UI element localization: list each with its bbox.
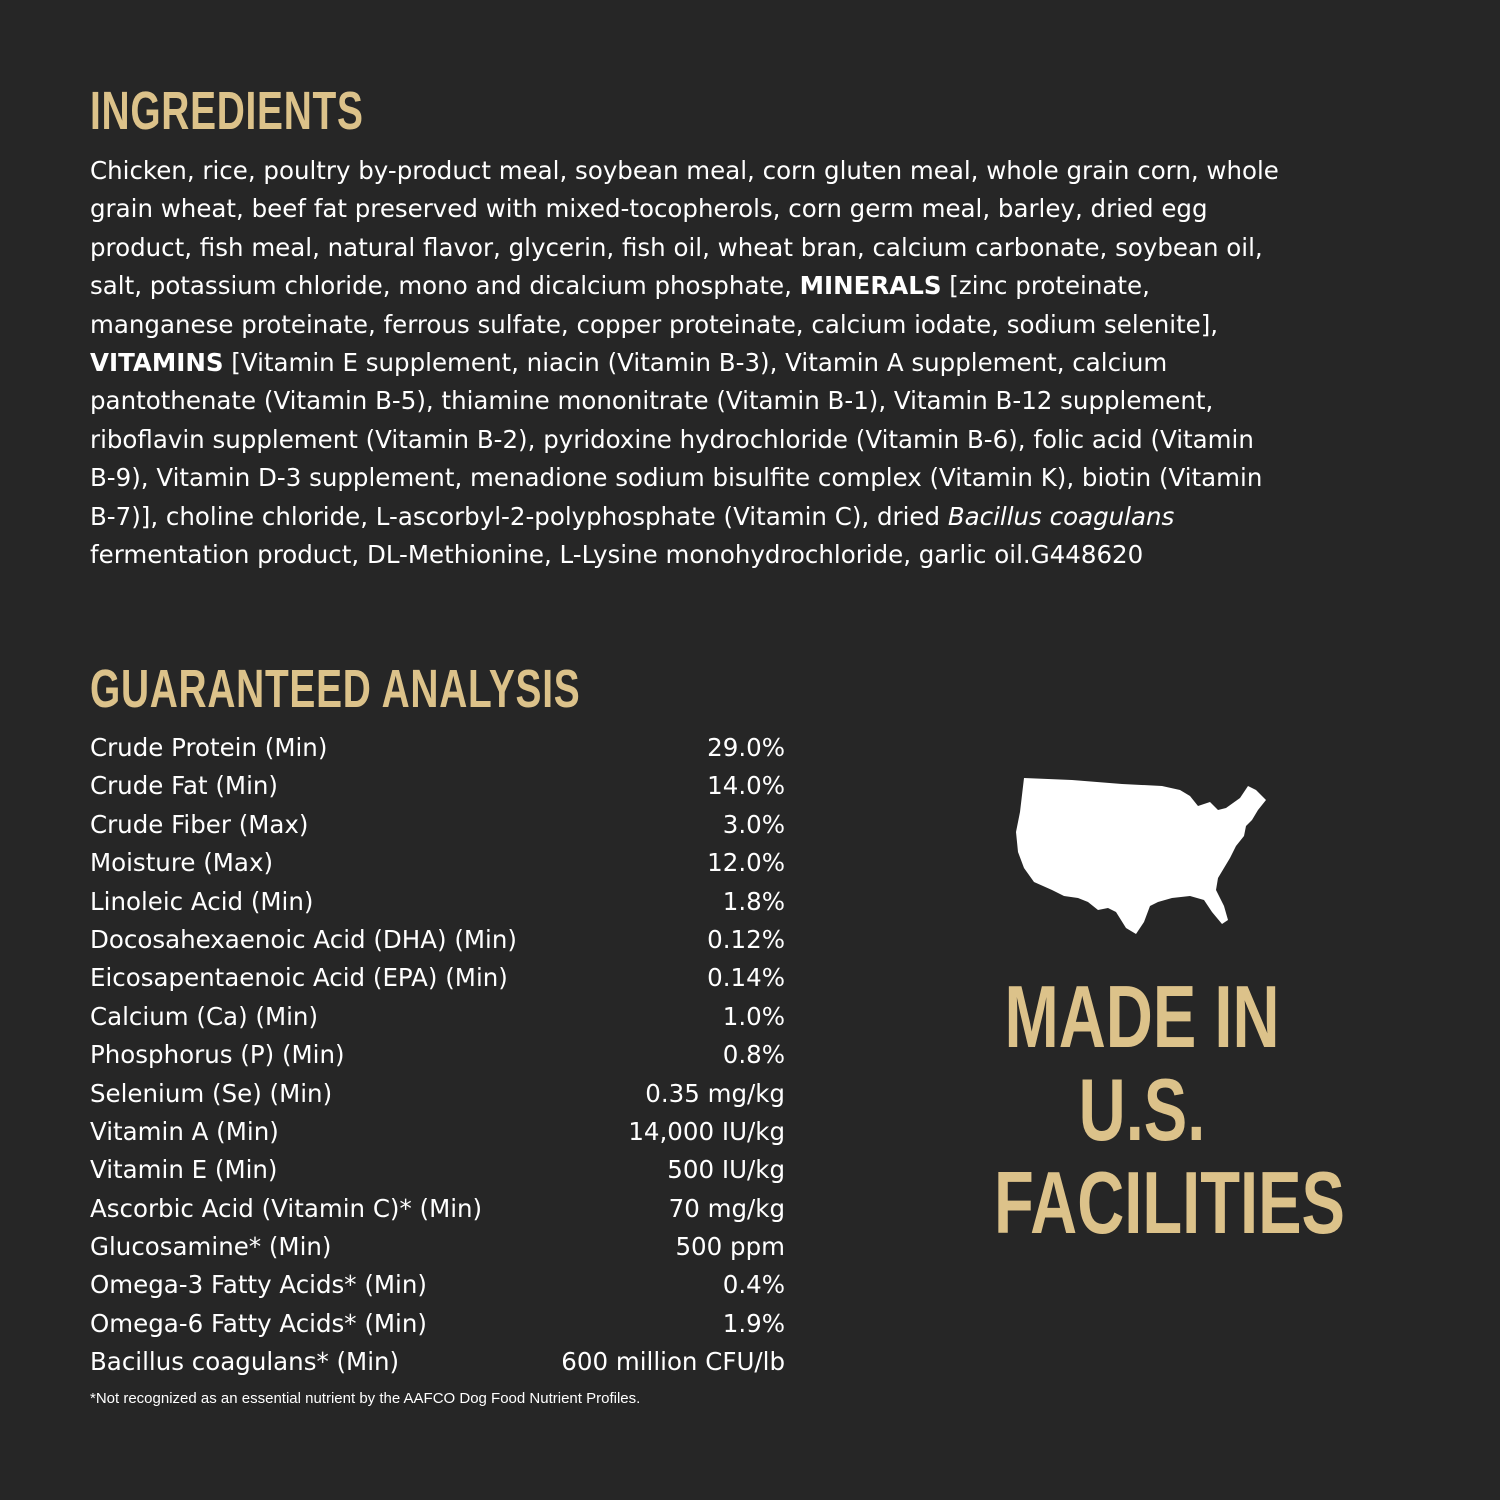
- ingredients-line: product, fish meal, natural flavor, glyc…: [90, 229, 1279, 267]
- nutrient-value: 500 IU/kg: [667, 1155, 785, 1185]
- nutrient-label: Vitamin E (Min): [90, 1155, 278, 1185]
- ingredients-line: B-7)], choline chloride, L-ascorbyl-2-po…: [90, 498, 1279, 536]
- ingredients-segment: Chicken, rice, poultry by-product meal, …: [90, 156, 1279, 185]
- nutrient-value: 14,000 IU/kg: [628, 1116, 785, 1146]
- nutrient-value: 0.35 mg/kg: [645, 1078, 785, 1108]
- nutrient-label: Moisture (Max): [90, 848, 273, 878]
- nutrient-value: 0.8%: [722, 1040, 785, 1070]
- analysis-row: Calcium (Ca) (Min) 1.0%: [90, 998, 785, 1036]
- nutrient-label: Omega-3 Fatty Acids* (Min): [90, 1270, 427, 1300]
- analysis-row: Vitamin A (Min) 14,000 IU/kg: [90, 1113, 785, 1151]
- nutrient-label: Omega-6 Fatty Acids* (Min): [90, 1308, 427, 1338]
- analysis-row: Glucosamine* (Min) 500 ppm: [90, 1228, 785, 1266]
- ingredients-line: VITAMINS [Vitamin E supplement, niacin (…: [90, 344, 1279, 382]
- ingredients-segment: fermentation product, DL-Methionine, L-L…: [90, 540, 1144, 570]
- nutrient-value: 70 mg/kg: [668, 1193, 785, 1223]
- nutrient-label: Calcium (Ca) (Min): [90, 1001, 319, 1031]
- nutrient-value: 1.9%: [722, 1308, 785, 1338]
- ingredients-segment: B-7)], choline chloride, L-ascorbyl-2-po…: [90, 501, 948, 531]
- nutrient-value: 14.0%: [707, 771, 785, 801]
- analysis-row: Omega-3 Fatty Acids* (Min) 0.4%: [90, 1266, 785, 1304]
- analysis-row: Selenium (Se) (Min) 0.35 mg/kg: [90, 1075, 785, 1113]
- made-in-us-badge: MADE IN U.S. FACILITIES: [942, 967, 1345, 1252]
- nutrient-value: 1.8%: [722, 886, 785, 916]
- analysis-row: Linoleic Acid (Min) 1.8%: [90, 883, 785, 921]
- analysis-row: Omega-6 Fatty Acids* (Min) 1.9%: [90, 1305, 785, 1343]
- ingredients-segment: pantothenate (Vitamin B-5), thiamine mon…: [90, 386, 1214, 416]
- nutrient-label: Vitamin A (Min): [90, 1116, 279, 1146]
- analysis-row: Moisture (Max) 12.0%: [90, 844, 785, 882]
- bold-term: MINERALS: [799, 271, 942, 301]
- ingredients-segment: manganese proteinate, ferrous sulfate, c…: [90, 309, 1219, 339]
- nutrient-label: Docosahexaenoic Acid (DHA) (Min): [90, 924, 517, 954]
- analysis-row: Crude Fat (Min) 14.0%: [90, 767, 785, 805]
- nutrient-label: Linoleic Acid (Min): [90, 886, 314, 916]
- nutrient-label: Eicosapentaenoic Acid (EPA) (Min): [90, 963, 508, 993]
- nutrient-value: 0.12%: [707, 924, 785, 954]
- analysis-row: Docosahexaenoic Acid (DHA) (Min) 0.12%: [90, 921, 785, 959]
- italic-term: Bacillus coagulans: [947, 501, 1175, 531]
- nutrient-value: 600 million CFU/lb: [561, 1347, 785, 1377]
- nutrient-label: Crude Fiber (Max): [90, 809, 309, 839]
- nutrient-value: 500 ppm: [675, 1232, 785, 1262]
- analysis-row: Vitamin E (Min) 500 IU/kg: [90, 1151, 785, 1189]
- bold-term: VITAMINS: [90, 348, 224, 378]
- ingredients-segment: grain wheat, beef fat preserved with mix…: [90, 194, 1208, 224]
- analysis-row: Bacillus coagulans* (Min) 600 million CFU…: [90, 1343, 785, 1381]
- nutrient-value: 3.0%: [722, 809, 785, 839]
- guaranteed-analysis-table: Crude Protein (Min) 29.0% Crude Fat (Min) 1…: [90, 729, 785, 1382]
- nutrient-value: 0.4%: [722, 1270, 785, 1300]
- nutrient-value: 12.0%: [707, 848, 785, 878]
- ingredients-line: pantothenate (Vitamin B-5), thiamine mon…: [90, 382, 1279, 420]
- nutrient-label: Bacillus coagulans* (Min): [90, 1347, 400, 1377]
- ingredients-line: manganese proteinate, ferrous sulfate, c…: [90, 306, 1279, 344]
- ingredients-line: riboflavin supplement (Vitamin B-2), pyr…: [90, 421, 1279, 459]
- ingredients-segment: salt, potassium chloride, mono and dical…: [90, 271, 800, 301]
- ingredients-line: fermentation product, DL-Methionine, L-L…: [90, 536, 1279, 574]
- nutrient-label: Crude Fat (Min): [90, 771, 278, 801]
- nutrient-value: 1.0%: [722, 1001, 785, 1031]
- nutrient-label: Selenium (Se) (Min): [90, 1078, 333, 1108]
- guaranteed-analysis-heading: GUARANTEED ANALYSIS: [90, 659, 581, 719]
- ingredients-segment: [zinc proteinate,: [941, 271, 1150, 301]
- ingredients-line: B-9), Vitamin D-3 supplement, menadione …: [90, 459, 1279, 497]
- badge-line-1: MADE IN: [1004, 967, 1280, 1066]
- ingredients-heading: INGREDIENTS: [90, 81, 364, 141]
- ingredients-line: Chicken, rice, poultry by-product meal, …: [90, 152, 1279, 190]
- ingredients-segment: B-9), Vitamin D-3 supplement, menadione …: [90, 463, 1263, 493]
- nutrient-label: Phosphorus (P) (Min): [90, 1040, 345, 1070]
- nutrient-label: Ascorbic Acid (Vitamin C)* (Min): [90, 1193, 483, 1223]
- nutrient-value: 0.14%: [707, 963, 785, 993]
- ingredients-line: grain wheat, beef fat preserved with mix…: [90, 190, 1279, 228]
- analysis-row: Ascorbic Acid (Vitamin C)* (Min) 70 mg/kg: [90, 1190, 785, 1228]
- nutrient-label: Crude Protein (Min): [90, 733, 328, 762]
- ingredients-segment: product, fish meal, natural flavor, glyc…: [90, 232, 1263, 262]
- nutrient-label: Glucosamine* (Min): [90, 1232, 332, 1262]
- badge-line-3: FACILITIES: [994, 1153, 1345, 1252]
- ingredients-segment: riboflavin supplement (Vitamin B-2), pyr…: [90, 424, 1254, 454]
- usa-map-icon: [1016, 778, 1266, 934]
- badge-line-2: U.S.: [1078, 1060, 1206, 1159]
- analysis-row: Eicosapentaenoic Acid (EPA) (Min) 0.14%: [90, 959, 785, 997]
- analysis-row: Crude Fiber (Max) 3.0%: [90, 806, 785, 844]
- analysis-row: Phosphorus (P) (Min) 0.8%: [90, 1036, 785, 1074]
- ingredients-line: salt, potassium chloride, mono and dical…: [90, 267, 1279, 305]
- ingredients-text: Chicken, rice, poultry by-product meal, …: [90, 152, 1279, 574]
- ingredients-segment: [Vitamin E supplement, niacin (Vitamin B…: [223, 348, 1168, 378]
- analysis-row: Crude Protein (Min) 29.0%: [90, 729, 785, 767]
- nutrient-value: 29.0%: [707, 733, 785, 762]
- footnote: *Not recognized as an essential nutrient…: [90, 1390, 641, 1407]
